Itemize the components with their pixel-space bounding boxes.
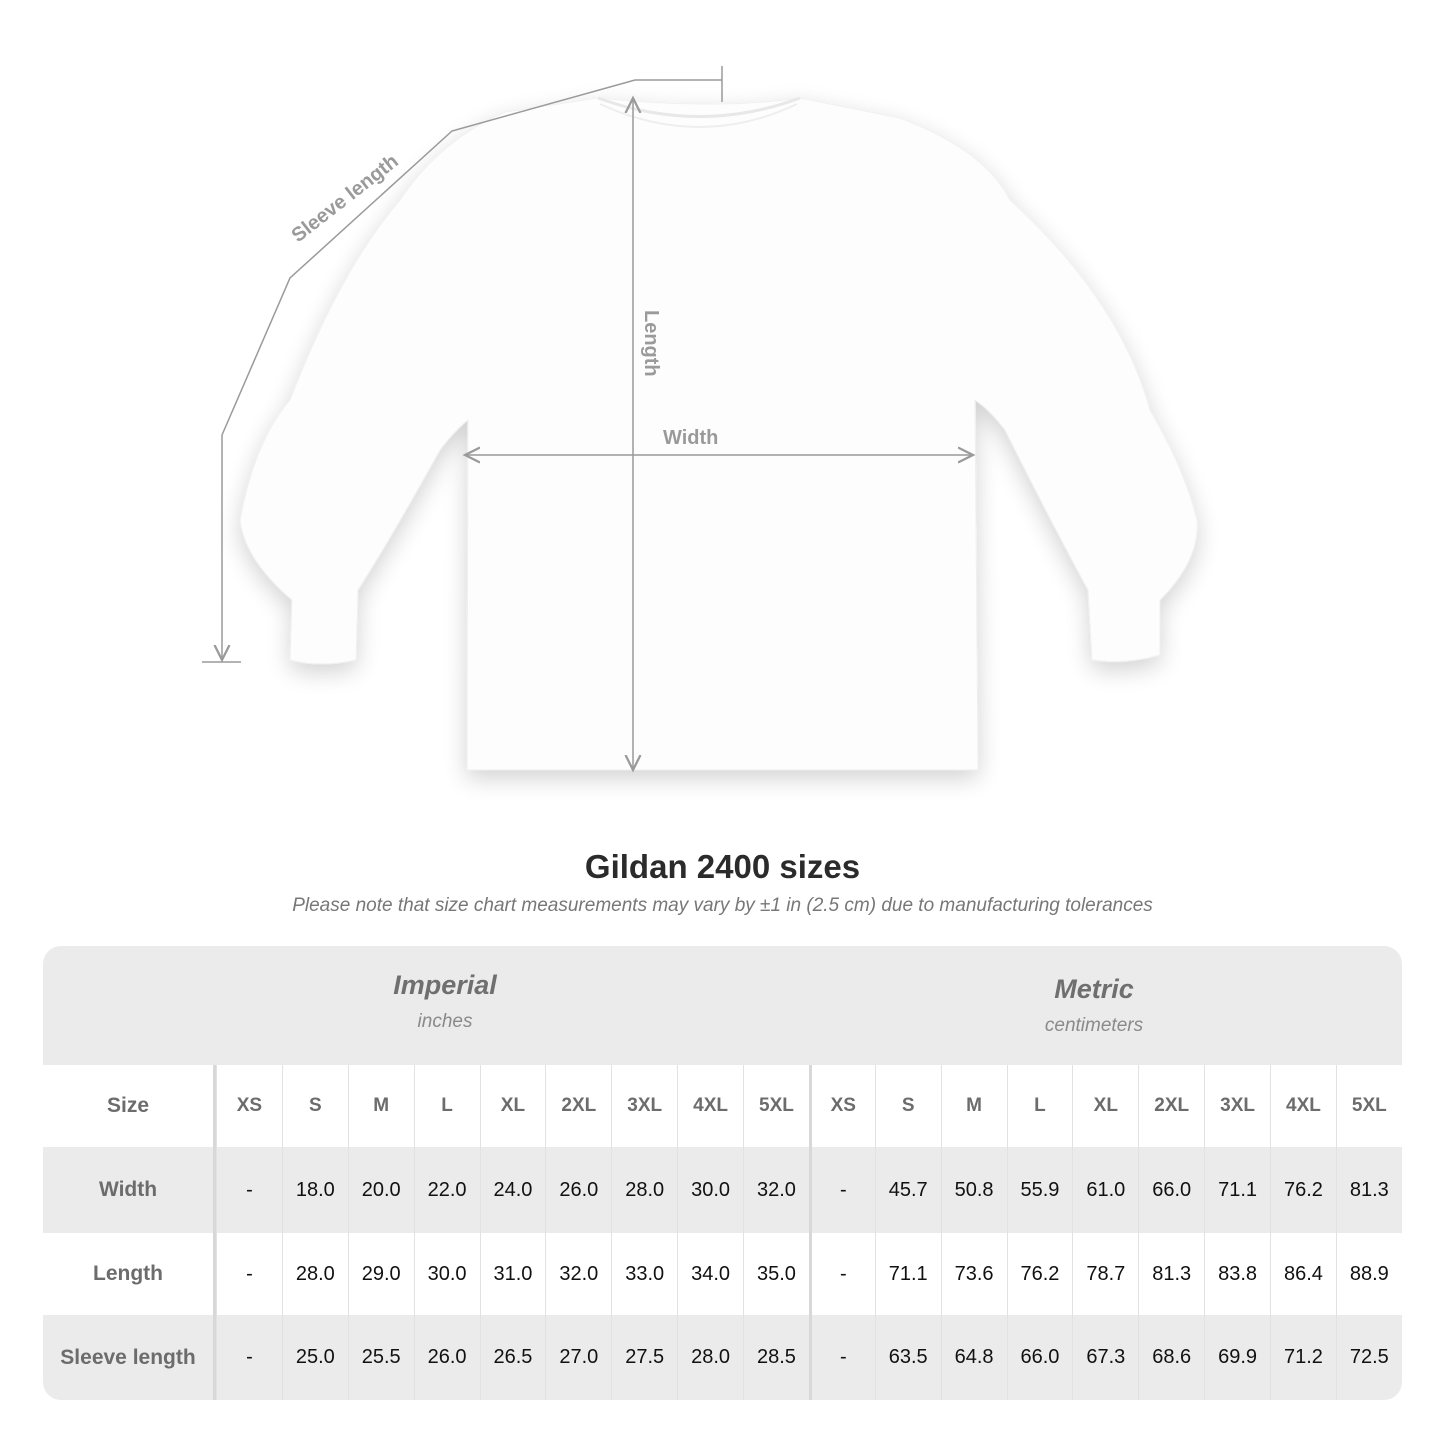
imperial-subtitle: inches — [417, 1011, 473, 1032]
imperial-value-cell: 26.5 — [479, 1315, 546, 1400]
metric-size-header: S — [874, 1065, 941, 1147]
imperial-size-header: XS — [216, 1065, 282, 1147]
imperial-value-cell: 28.0 — [611, 1147, 677, 1233]
metric-value-cell: - — [808, 1315, 875, 1400]
metric-value-cell: 81.3 — [1138, 1233, 1204, 1315]
size-table: Imperial inches Metric centimeters Size X… — [43, 946, 1402, 1400]
imperial-value-cell: - — [216, 1233, 282, 1315]
imperial-size-header: 3XL — [611, 1065, 677, 1147]
imperial-value-cell: 28.0 — [677, 1315, 743, 1400]
metric-value-cell: 66.0 — [1006, 1315, 1073, 1400]
imperial-value-cell: 29.0 — [347, 1233, 414, 1315]
metric-value-cell: 76.2 — [1270, 1147, 1336, 1233]
metric-value-cell: 71.1 — [1204, 1147, 1270, 1233]
imperial-header: Imperial inches — [245, 970, 645, 1033]
imperial-value-cell: 26.0 — [413, 1315, 480, 1400]
imperial-value-cell: 31.0 — [479, 1233, 546, 1315]
metric-value-cell: 72.5 — [1335, 1315, 1402, 1400]
metric-subtitle: centimeters — [1044, 1015, 1144, 1036]
metric-value-cell: 61.0 — [1072, 1147, 1138, 1233]
metric-size-header: M — [940, 1065, 1007, 1147]
metric-value-cell: 83.8 — [1204, 1233, 1270, 1315]
imperial-value-cell: 25.0 — [281, 1315, 348, 1400]
imperial-size-header: M — [347, 1065, 414, 1147]
size-header-row: Size XS S M L XL 2XL 3XL 4XL 5XL XS S M L XL 2XL 3XL 4XL 5… — [43, 1065, 1402, 1147]
metric-value-cell: 71.1 — [874, 1233, 941, 1315]
imperial-value-cell: 30.0 — [413, 1233, 480, 1315]
metric-value-cell: 64.8 — [940, 1315, 1007, 1400]
imperial-value-cell: 25.5 — [347, 1315, 414, 1400]
imperial-value-cell: 34.0 — [677, 1233, 743, 1315]
imperial-value-cell: - — [216, 1147, 282, 1233]
table-row: Width -18.0 20.0 22.0 24.0 26.0 28.0 30.0 32.0-4… — [43, 1147, 1402, 1233]
imperial-value-cell: 18.0 — [281, 1147, 348, 1233]
imperial-size-header: 5XL — [743, 1065, 809, 1147]
imperial-size-header: XL — [479, 1065, 546, 1147]
metric-value-cell: 50.8 — [940, 1147, 1007, 1233]
imperial-value-cell: 32.0 — [545, 1233, 611, 1315]
metric-value-cell: 55.9 — [1006, 1147, 1073, 1233]
metric-title: Metric — [1054, 974, 1134, 1004]
metric-size-header: XS — [808, 1065, 875, 1147]
metric-value-cell: - — [808, 1233, 875, 1315]
longsleeve-shirt — [239, 96, 1198, 771]
metric-size-header: 4XL — [1270, 1065, 1336, 1147]
metric-header: Metric centimeters — [894, 974, 1294, 1037]
metric-value-cell: 76.2 — [1006, 1233, 1073, 1315]
imperial-value-cell: 28.0 — [281, 1233, 348, 1315]
imperial-value-cell: 22.0 — [413, 1147, 480, 1233]
metric-value-cell: 71.2 — [1270, 1315, 1336, 1400]
imperial-value-cell: - — [216, 1315, 282, 1400]
metric-value-cell: 45.7 — [874, 1147, 941, 1233]
imperial-size-header: S — [281, 1065, 348, 1147]
metric-value-cell: 81.3 — [1335, 1147, 1402, 1233]
metric-value-cell: 78.7 — [1072, 1233, 1138, 1315]
imperial-value-cell: 35.0 — [743, 1233, 809, 1315]
metric-value-cell: 66.0 — [1138, 1147, 1204, 1233]
chart-title: Gildan 2400 sizes — [584, 848, 861, 885]
metric-value-cell: 88.9 — [1335, 1233, 1402, 1315]
imperial-value-cell: 26.0 — [545, 1147, 611, 1233]
shirt-diagram: Sleeve length Length Width — [202, 66, 1198, 840]
table-row: Sleeve length -25.0 25.5 26.0 26.5 27.0 27.5 28… — [43, 1315, 1402, 1400]
metric-value-cell: 67.3 — [1072, 1315, 1138, 1400]
metric-size-header: 3XL — [1204, 1065, 1270, 1147]
row-label: Sleeve length — [43, 1315, 216, 1400]
metric-value-cell: - — [808, 1147, 875, 1233]
row-label: Width — [43, 1147, 216, 1233]
row-label: Length — [43, 1233, 216, 1315]
metric-size-header: L — [1006, 1065, 1073, 1147]
row-label: Size — [43, 1065, 216, 1147]
sleeve-measure-line — [202, 66, 723, 663]
length-label: Length — [640, 310, 662, 377]
metric-value-cell: 63.5 — [874, 1315, 941, 1400]
metric-value-cell: 86.4 — [1270, 1233, 1336, 1315]
imperial-value-cell: 28.5 — [743, 1315, 809, 1400]
imperial-value-cell: 27.5 — [611, 1315, 677, 1400]
imperial-value-cell: 24.0 — [479, 1147, 546, 1233]
imperial-size-header: 2XL — [545, 1065, 611, 1147]
metric-value-cell: 69.9 — [1204, 1315, 1270, 1400]
imperial-value-cell: 20.0 — [347, 1147, 414, 1233]
metric-value-cell: 73.6 — [940, 1233, 1007, 1315]
metric-size-header: 2XL — [1138, 1065, 1204, 1147]
imperial-value-cell: 33.0 — [611, 1233, 677, 1315]
imperial-value-cell: 32.0 — [743, 1147, 809, 1233]
imperial-size-header: L — [413, 1065, 480, 1147]
tolerance-note: Please note that size chart measurements… — [292, 895, 1153, 916]
imperial-size-header: 4XL — [677, 1065, 743, 1147]
width-label: Width — [663, 427, 718, 449]
imperial-value-cell: 30.0 — [677, 1147, 743, 1233]
unit-header-band: Imperial inches Metric centimeters — [43, 946, 1402, 1065]
imperial-title: Imperial — [393, 970, 497, 1000]
table-row: Length -28.0 29.0 30.0 31.0 32.0 33.0 34.0 35.0-… — [43, 1233, 1402, 1315]
metric-value-cell: 68.6 — [1138, 1315, 1204, 1400]
metric-size-header: 5XL — [1335, 1065, 1402, 1147]
imperial-value-cell: 27.0 — [545, 1315, 611, 1400]
metric-size-header: XL — [1072, 1065, 1138, 1147]
